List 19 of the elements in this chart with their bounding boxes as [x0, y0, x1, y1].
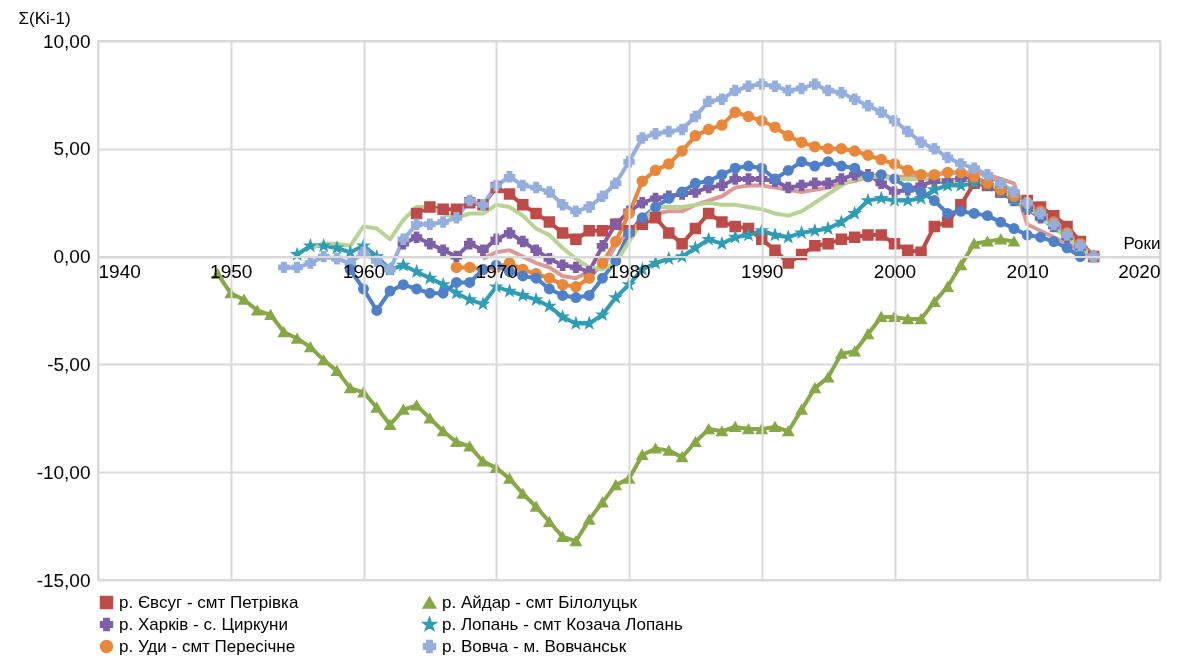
legend-label: р. Євсуг - смт Петрівка [119, 592, 299, 612]
y-tick-label: 5,00 [53, 138, 91, 160]
y-axis-title: Σ(Ki-1) [18, 8, 71, 28]
x-tick-label: 1990 [741, 261, 784, 283]
y-tick-label: 0,00 [53, 246, 91, 268]
x-tick-label: 2020 [1118, 261, 1161, 283]
y-tick-label: -5,00 [47, 353, 91, 375]
y-tick-label: -10,00 [36, 461, 91, 483]
legend-label: р. Уди - смт Пересічне [119, 636, 296, 656]
y-tick-label: -15,00 [36, 569, 91, 591]
legend-label: р. Вовча - м. Вовчанськ [442, 636, 627, 656]
x-tick-label: 1940 [98, 261, 141, 283]
x-tick-label: 2010 [1006, 261, 1049, 283]
x-axis-title: Роки [1123, 234, 1161, 254]
legend-label: р. Харків - с. Циркуни [119, 614, 288, 634]
legend-label: р. Айдар - смт Білолуцьк [442, 592, 638, 612]
x-tick-label: 2000 [873, 261, 917, 283]
legend-label: р. Лопань - смт Козача Лопань [442, 614, 683, 634]
y-tick-label: 10,00 [42, 30, 91, 52]
